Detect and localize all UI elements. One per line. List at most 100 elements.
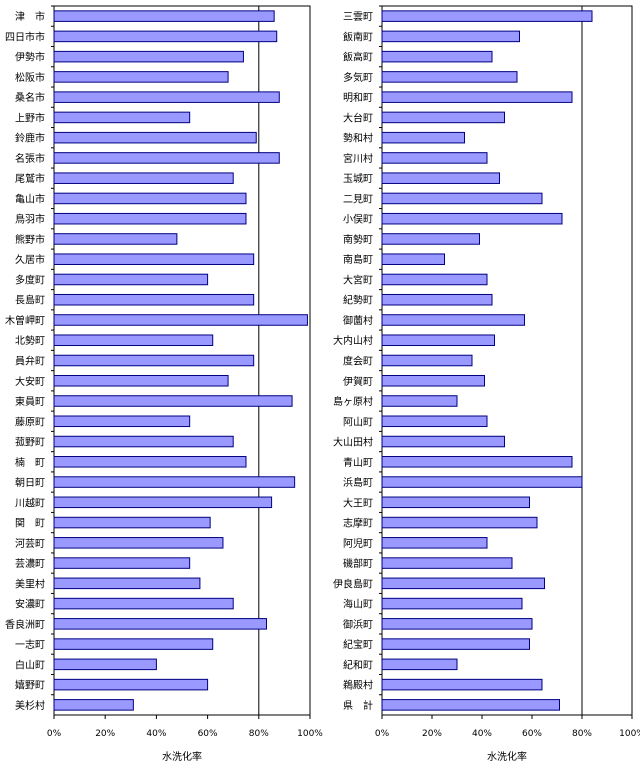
category-label: 伊勢市 [15, 51, 45, 64]
bar [53, 395, 293, 407]
category-label: 芸濃町 [15, 557, 45, 570]
bar [381, 212, 563, 225]
x-tick-label: 60% [522, 729, 542, 739]
category-label: 紀勢町 [343, 294, 373, 307]
bar [381, 699, 560, 711]
category-label: 御薗村 [343, 314, 373, 327]
bar [53, 597, 234, 610]
chart-panel-1: 津 市四日市市伊勢市松阪市桑名市上野市鈴鹿市名張市尾鷲市亀山市鳥羽市熊野市久居市… [5, 5, 323, 763]
category-label: 上野市 [15, 111, 45, 124]
bar [53, 111, 191, 124]
category-label: 美杉村 [15, 699, 45, 712]
bar [381, 577, 545, 590]
category-label: 鵜殿村 [343, 679, 373, 692]
category-label: 明和町 [343, 92, 373, 104]
bar [381, 273, 488, 286]
bar [53, 537, 224, 549]
bar [53, 91, 280, 103]
category-label: 大宮町 [343, 273, 373, 286]
category-label: 紀和町 [343, 658, 373, 671]
category-label: 島ヶ原村 [333, 395, 373, 408]
category-label: 大山田村 [333, 436, 373, 449]
x-tick-label: 40% [472, 729, 492, 739]
bar [53, 618, 267, 630]
x-tick-label: 20% [95, 729, 115, 739]
x-tick-label: 60% [198, 729, 218, 739]
category-label: 南勢町 [343, 233, 373, 246]
category-label: 大安町 [15, 375, 45, 388]
category-label: 浜島町 [343, 476, 373, 489]
bar [53, 638, 214, 650]
bar [381, 415, 488, 428]
category-label: 宮川村 [343, 152, 373, 165]
x-tick-label: 80% [572, 729, 592, 739]
category-label: 長島町 [15, 294, 45, 307]
category-label: 志摩町 [343, 517, 373, 530]
category-label: 嬉野町 [15, 679, 45, 692]
bar [53, 131, 257, 144]
category-label: 安濃町 [15, 598, 45, 611]
x-axis-label: 水洗化率 [487, 750, 527, 763]
bar [381, 516, 538, 529]
bar [53, 354, 255, 367]
category-label: 鳥羽市 [15, 213, 45, 226]
bar [381, 395, 458, 407]
category-label: 尾鷲市 [15, 172, 45, 185]
bar [53, 273, 209, 286]
bar [381, 374, 485, 387]
category-label: 阿山町 [343, 416, 373, 428]
chart-panel-2: 三雲町飯南町飯高町多気町明和町大台町勢和村宮川村玉城町二見町小俣町南勢町南島町大… [333, 5, 640, 763]
bar [53, 314, 308, 326]
bar [53, 253, 255, 265]
category-label: 大内山村 [333, 334, 373, 347]
bar [53, 172, 234, 184]
x-tick-label: 80% [249, 729, 269, 739]
category-label: 河芸町 [15, 537, 45, 550]
bar [381, 597, 523, 610]
category-label: 藤原町 [15, 416, 45, 428]
bar [381, 233, 480, 245]
category-label: 名張市 [15, 152, 45, 165]
bar [381, 253, 445, 265]
category-label: 久居市 [15, 253, 45, 266]
category-label: 朝日町 [15, 477, 45, 489]
category-label: 津 市 [15, 10, 45, 23]
category-label: 伊賀町 [343, 376, 373, 388]
bar [53, 334, 214, 347]
bar [381, 314, 525, 326]
category-label: 青山町 [343, 456, 373, 469]
category-label: 多気町 [343, 71, 373, 84]
category-label: 四日市市 [5, 30, 45, 43]
category-label: 東員町 [15, 395, 45, 408]
category-label: 桑名市 [15, 91, 45, 104]
category-label: 関 町 [15, 518, 45, 530]
category-label: 松阪市 [15, 71, 45, 84]
bar [381, 456, 573, 468]
bar [381, 50, 493, 63]
bar [381, 334, 495, 347]
category-label: 員弁町 [15, 355, 45, 368]
bar [381, 91, 573, 103]
bar [381, 678, 543, 691]
category-label: 玉城町 [343, 173, 373, 185]
x-tick-label: 100% [297, 729, 323, 739]
bar [53, 678, 209, 691]
bar [381, 192, 543, 205]
bar [53, 516, 211, 529]
category-label: 南島町 [343, 253, 373, 266]
category-label: 一志町 [15, 638, 45, 651]
bar [381, 111, 505, 124]
bar [381, 172, 500, 184]
category-label: 川越町 [15, 496, 45, 509]
category-label: 磯部町 [343, 557, 373, 570]
x-tick-label: 20% [422, 729, 442, 739]
bar [53, 293, 255, 306]
bar [381, 658, 458, 671]
category-label: 飯南町 [343, 30, 373, 43]
x-tick-label: 40% [146, 729, 166, 739]
bar [381, 435, 505, 448]
category-label: 紀宝町 [343, 638, 373, 651]
bar [53, 557, 191, 569]
bar [381, 293, 493, 306]
